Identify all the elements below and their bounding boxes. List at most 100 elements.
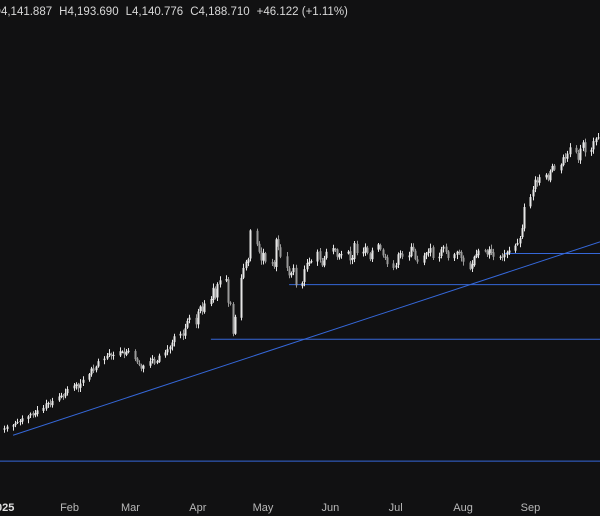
candle [310,259,313,264]
candle-body [119,351,122,356]
candle [366,245,369,255]
candle [90,366,93,377]
candle-body [58,396,61,401]
candle [301,281,304,289]
candle-body [595,138,598,143]
candle [471,260,474,272]
candle-body [112,354,115,356]
candle [199,305,202,314]
candle [49,399,52,408]
candle [186,318,189,329]
candle-body [12,425,15,427]
candle [142,364,145,373]
candle [460,250,463,262]
candle [21,415,24,425]
candle-body [103,358,106,361]
candle [19,419,22,426]
x-tick-label: Aug [453,502,473,514]
ohlc-close-prefix: C [190,6,198,18]
candle-body [51,400,54,406]
candle [227,276,230,307]
candle [103,356,106,365]
candle-body [125,351,128,355]
candle-body [492,252,495,257]
candle [121,350,124,354]
candle-body [240,277,243,318]
candle [386,254,389,267]
candle-body [475,254,478,258]
candle [414,248,417,261]
candle [332,244,335,255]
candle-body [410,246,413,257]
candle [590,147,593,156]
candle [60,392,63,399]
candle [384,253,387,261]
candle [440,246,443,259]
ohlc-close-value: 4,188.710 [199,6,250,18]
candle-body [408,255,411,258]
candle [447,250,450,261]
candle [264,251,267,264]
candle-body [364,246,367,253]
candle [469,261,472,271]
candle [338,252,341,260]
candle-body [577,153,580,160]
candle [77,382,80,393]
candle-body [234,316,237,334]
candle [106,353,109,360]
candle-body [186,320,189,328]
candle [66,386,69,396]
candle-body [323,257,326,266]
candle-body [549,170,552,181]
candle [138,360,141,367]
candle [286,251,289,272]
candle-body [97,361,100,367]
candle [149,357,152,368]
candle [29,412,32,418]
candle-body [366,247,369,253]
candle [290,271,293,278]
candle-body [66,388,69,394]
candle-body [332,248,335,252]
candle [569,143,572,158]
candle [234,314,237,335]
candle [577,149,580,164]
candle [534,176,537,193]
candle [158,353,161,363]
candle [353,240,356,263]
candle [340,250,343,259]
candle-body [171,342,174,347]
candle-body [529,197,532,207]
candle-body [384,256,387,258]
candle [32,411,35,418]
candle-body [545,174,548,178]
candle-body [416,259,419,262]
candle [401,251,404,260]
candle-body [95,366,98,371]
candle-body [490,248,493,253]
candle-body [310,261,313,263]
candle [369,252,372,262]
candle [125,348,128,357]
candle-body [469,262,472,270]
candle-body [216,284,219,298]
candle [499,255,502,260]
candle [351,254,354,265]
candle [319,247,322,263]
candle [529,194,532,209]
candle-body [184,328,187,336]
candle [88,372,91,382]
candle [108,349,111,358]
candle [532,185,535,201]
ohlc-low-value: 4,140.776 [132,6,183,18]
candle-body [149,361,152,366]
candle [575,145,578,154]
candle-body [273,262,276,267]
candle [201,302,204,315]
candle [501,253,504,261]
candle [538,174,541,186]
candle-body [445,246,448,252]
candle-body [519,238,522,244]
